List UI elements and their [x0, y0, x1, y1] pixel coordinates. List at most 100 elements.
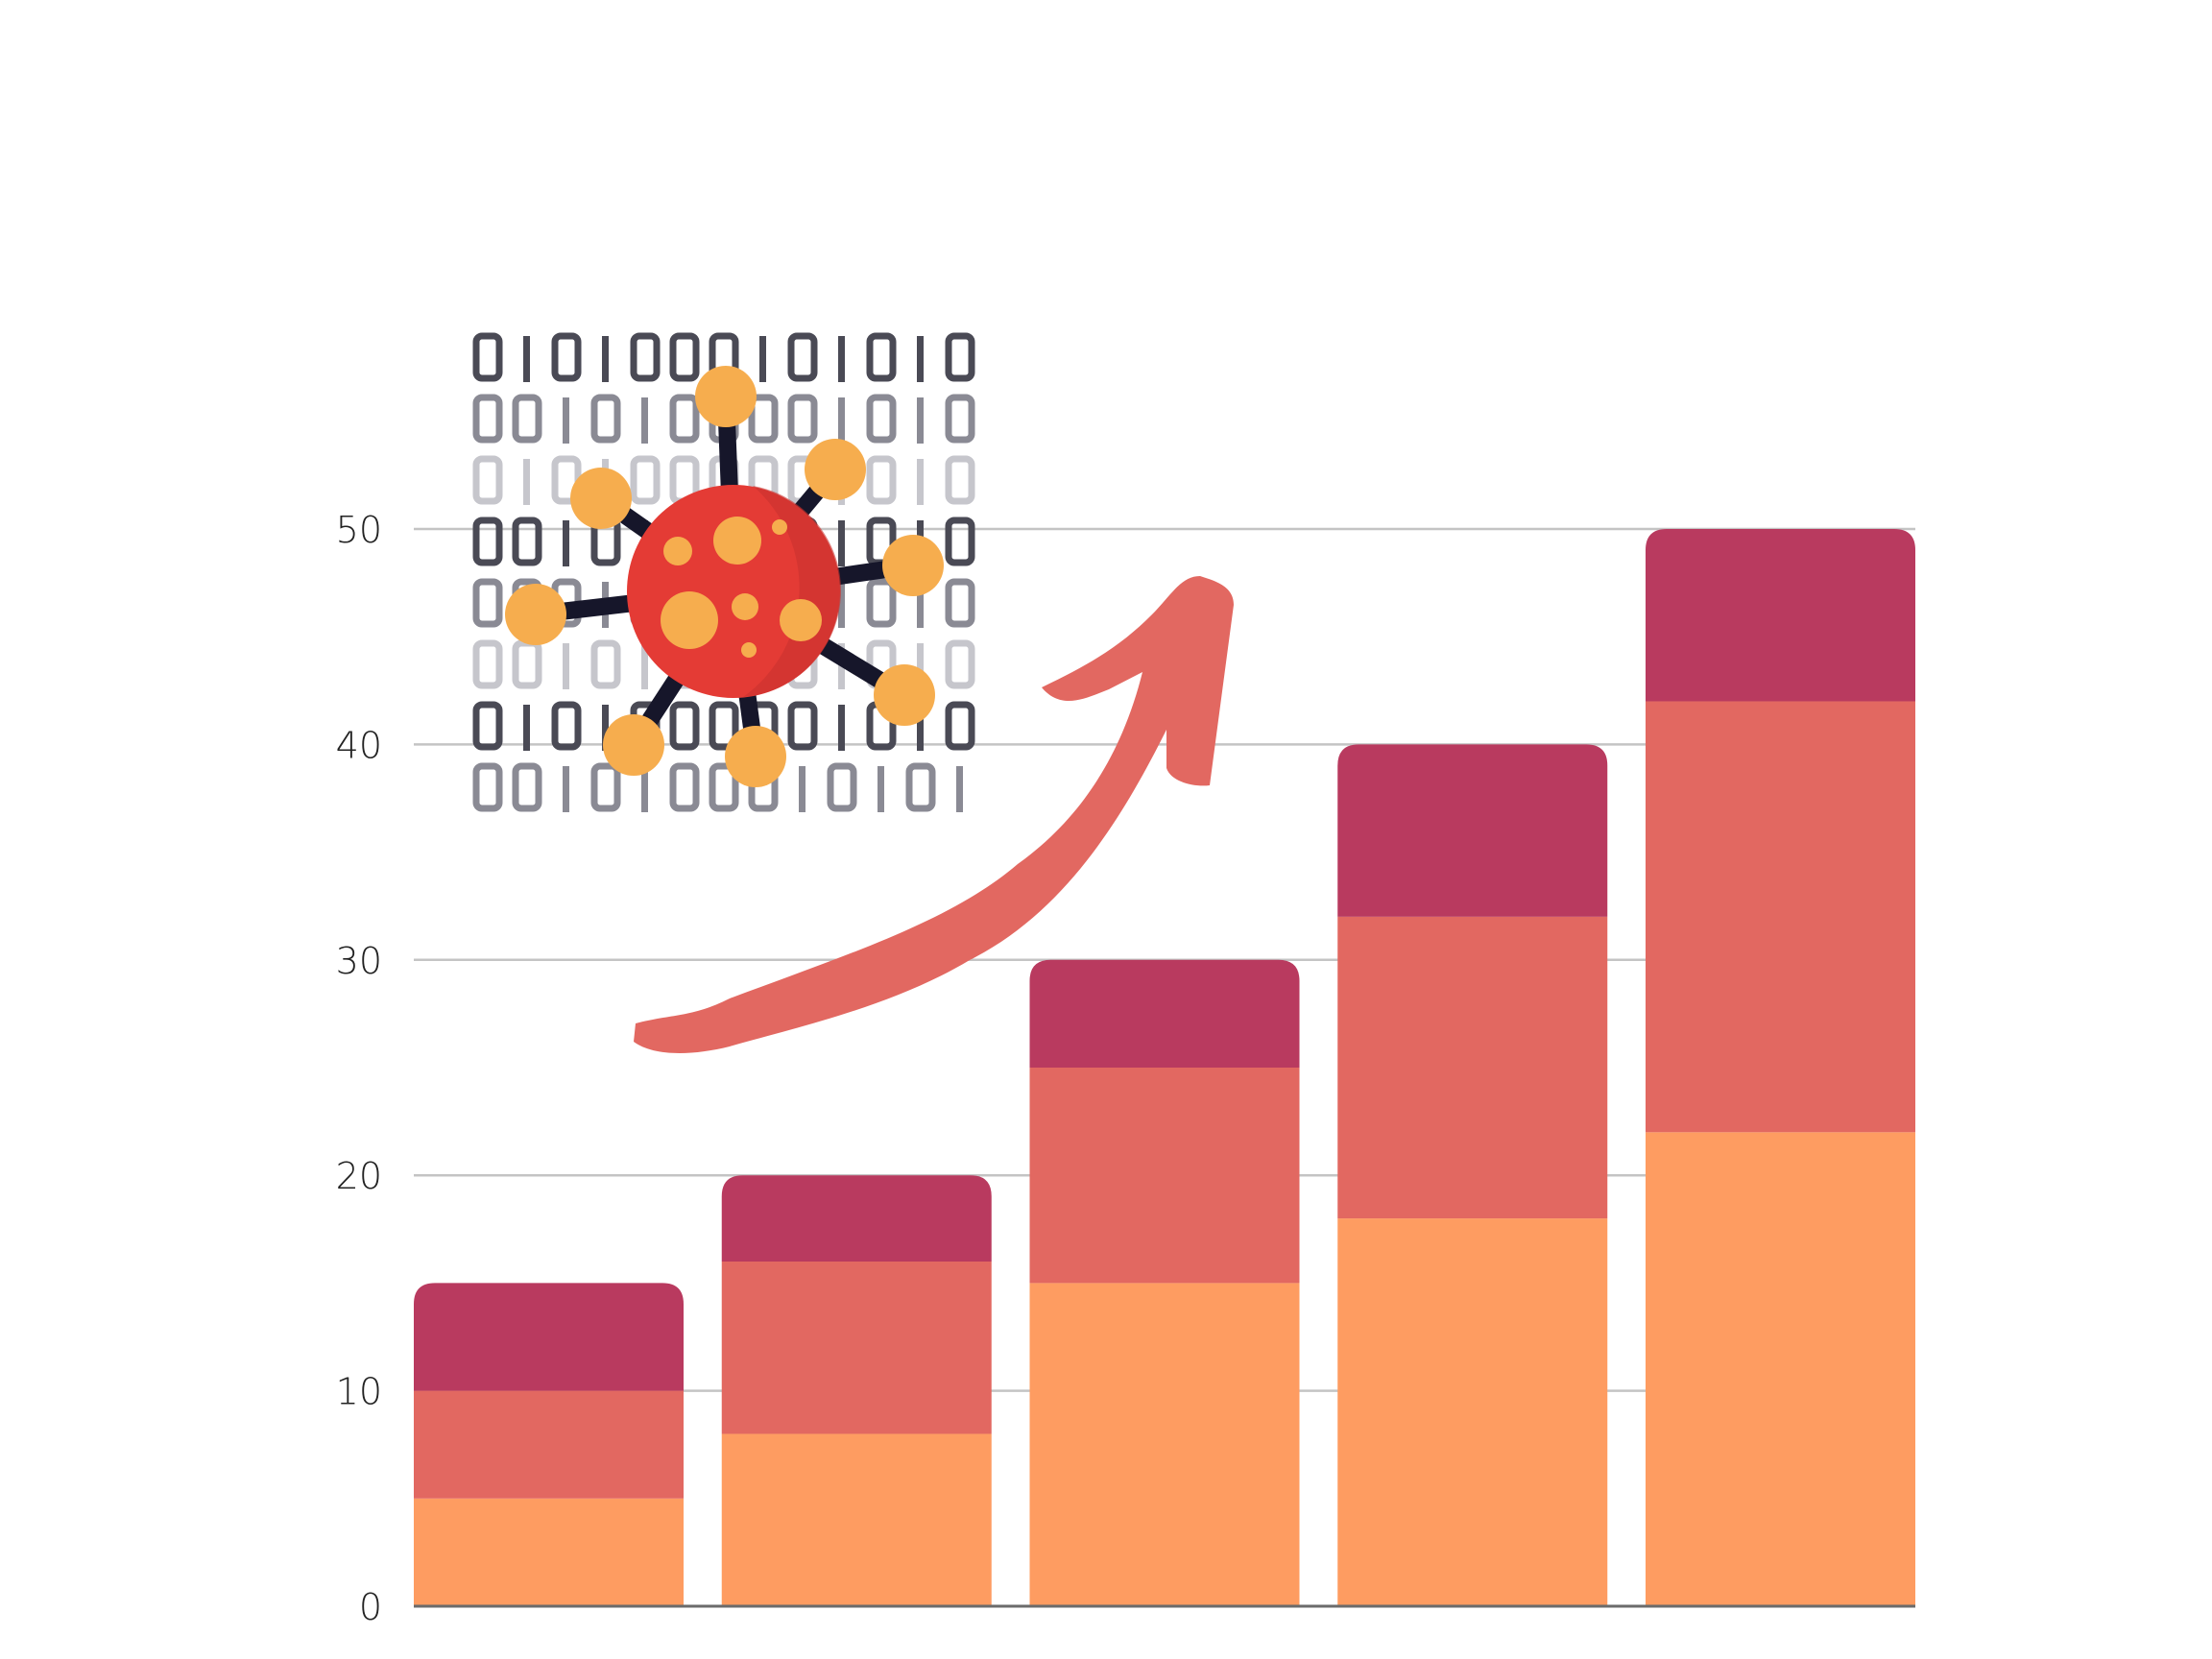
binary-one: [563, 397, 569, 444]
binary-one: [838, 705, 845, 751]
binary-one: [956, 766, 963, 812]
binary-one: [523, 459, 530, 505]
binary-zero: [669, 701, 700, 751]
binary-zero: [945, 394, 975, 444]
trend-arrow-up-icon: [634, 576, 1234, 1053]
binary-zero: [472, 517, 503, 566]
virus-shade: [743, 486, 842, 697]
binary-zero: [590, 639, 621, 689]
virus-spot: [732, 593, 758, 620]
virus-node: [603, 714, 664, 776]
binary-one: [838, 397, 845, 444]
virus-spot: [772, 519, 787, 535]
binary-one: [523, 336, 530, 382]
virus-node: [805, 439, 866, 500]
bar-segment: [1029, 1068, 1300, 1284]
binary-zero: [512, 639, 542, 689]
bar-segment: [721, 1175, 992, 1262]
binary-one: [917, 336, 924, 382]
binary-zero: [512, 394, 542, 444]
binary-zero: [945, 455, 975, 505]
binary-one: [641, 397, 648, 444]
virus-node: [695, 366, 757, 427]
binary-zero: [709, 762, 739, 812]
binary-zero: [472, 639, 503, 689]
binary-zero: [551, 332, 582, 382]
virus-spot: [713, 517, 761, 565]
virus-spot: [661, 591, 718, 649]
bar-segment: [1646, 701, 1915, 1133]
binary-one: [759, 336, 766, 382]
binary-zero: [787, 394, 818, 444]
y-axis-ticks: 0 10 20 30 40 50: [336, 509, 382, 1628]
bar-segment: [721, 1433, 992, 1606]
binary-one: [838, 520, 845, 566]
binary-zero: [945, 517, 975, 566]
y-tick-label: 40: [336, 724, 382, 766]
binary-one: [641, 643, 648, 689]
binary-zero: [472, 578, 503, 628]
binary-one: [641, 766, 648, 812]
binary-zero: [827, 762, 857, 812]
binary-zero: [472, 455, 503, 505]
binary-zero: [866, 394, 897, 444]
binary-one: [917, 397, 924, 444]
binary-zero: [630, 455, 661, 505]
binary-one: [563, 766, 569, 812]
binary-one: [523, 705, 530, 751]
binary-one: [838, 582, 845, 628]
binary-zero: [630, 332, 661, 382]
binary-zero: [551, 701, 582, 751]
virus-spot: [741, 642, 757, 658]
y-tick-label: 30: [336, 940, 382, 982]
binary-one: [563, 643, 569, 689]
binary-zero: [945, 578, 975, 628]
binary-zero: [748, 394, 779, 444]
binary-zero: [590, 394, 621, 444]
binary-zero: [787, 701, 818, 751]
bar-stack: [721, 1175, 992, 1606]
bar-segment: [414, 1390, 684, 1499]
bar-segment: [721, 1261, 992, 1434]
y-tick-label: 0: [359, 1586, 382, 1628]
bar-segment: [1337, 916, 1608, 1219]
binary-one: [917, 459, 924, 505]
bar-segment: [1646, 1132, 1915, 1606]
binary-zero: [472, 762, 503, 812]
binary-zero: [472, 332, 503, 382]
bar-segment: [1646, 529, 1915, 702]
virus-spot: [780, 599, 822, 641]
bars: [414, 529, 1915, 1606]
bar-segment: [1029, 1283, 1300, 1606]
bar-segment: [1337, 744, 1608, 917]
bar-stack: [1646, 529, 1915, 1606]
binary-zero: [512, 517, 542, 566]
binary-zero: [472, 701, 503, 751]
binary-zero: [669, 332, 700, 382]
virus-node: [505, 584, 566, 645]
binary-zero: [709, 701, 739, 751]
virus-node: [570, 468, 632, 529]
binary-zero: [669, 762, 700, 812]
y-tick-label: 20: [336, 1155, 382, 1197]
binary-one: [799, 766, 805, 812]
binary-one: [838, 336, 845, 382]
binary-zero: [669, 394, 700, 444]
bar-segment: [414, 1283, 684, 1391]
binary-one: [602, 705, 609, 751]
bar-segment: [1029, 959, 1300, 1068]
binary-one: [917, 705, 924, 751]
bar-stack: [1029, 959, 1300, 1606]
binary-zero: [512, 762, 542, 812]
binary-one: [917, 582, 924, 628]
binary-zero: [945, 701, 975, 751]
binary-one: [563, 520, 569, 566]
binary-one: [602, 336, 609, 382]
binary-zero: [472, 394, 503, 444]
binary-zero: [945, 332, 975, 382]
binary-zero: [945, 639, 975, 689]
virus-node: [882, 535, 944, 596]
bar-stack: [1337, 744, 1608, 1606]
virus-spot: [663, 537, 692, 565]
